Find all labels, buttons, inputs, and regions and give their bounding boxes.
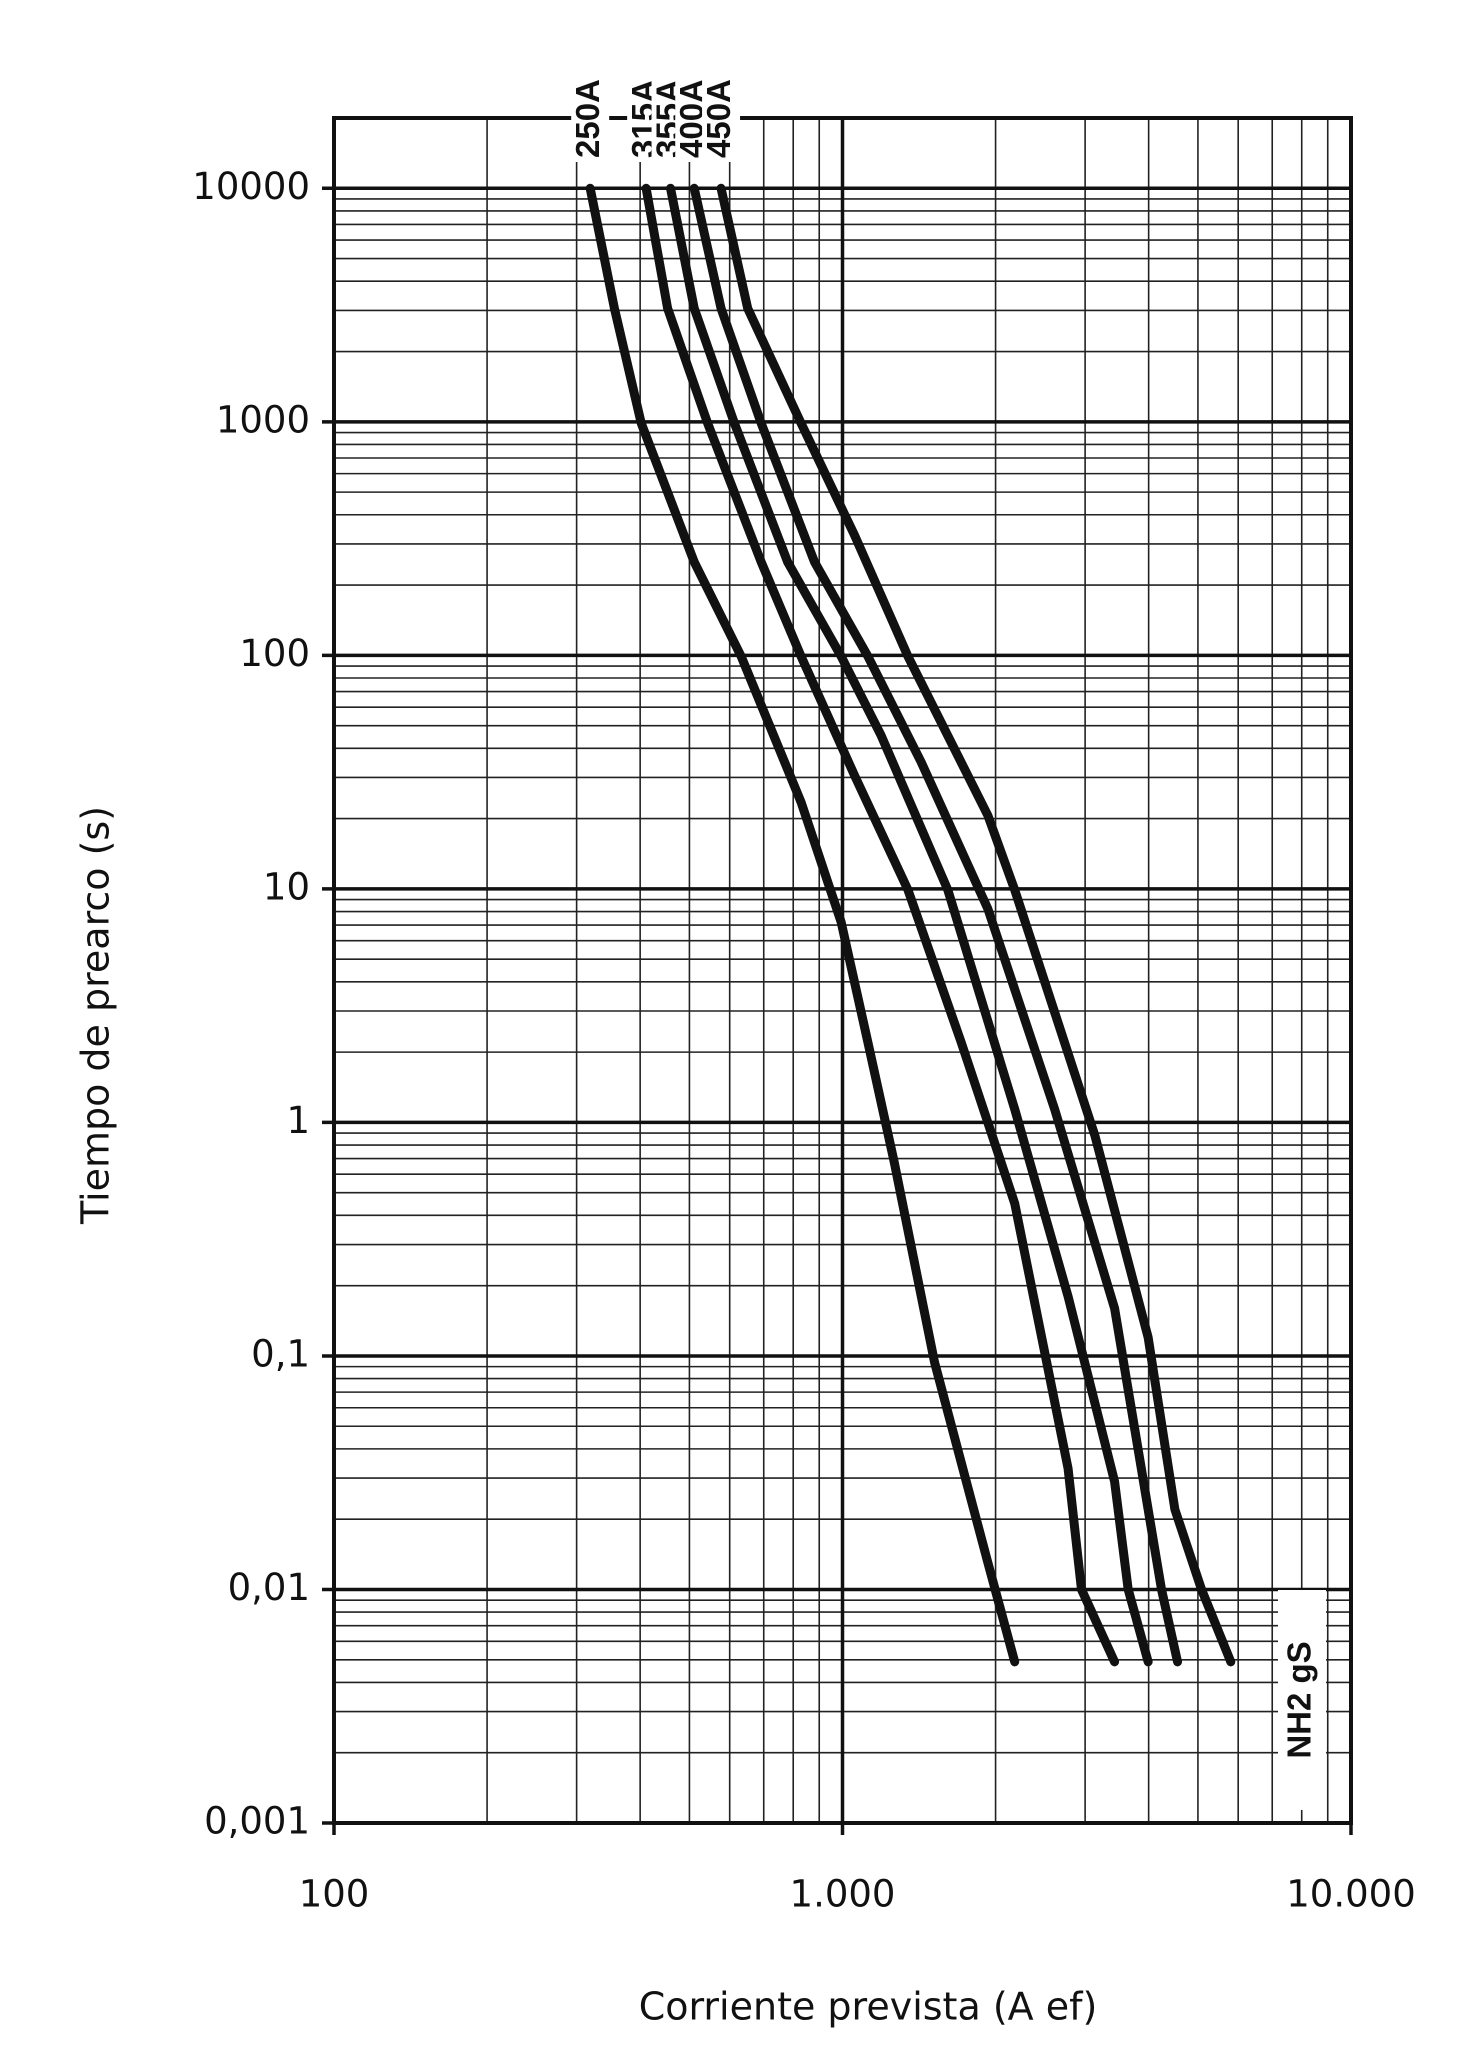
y-tick-label: 1 — [286, 1099, 310, 1142]
x-tick-label: 100 — [299, 1873, 370, 1916]
y-tick-label: 0,01 — [228, 1566, 310, 1609]
series-line — [716, 183, 1236, 1667]
series-line — [641, 183, 1120, 1667]
x-tick-label: 10.000 — [1286, 1873, 1415, 1916]
curves — [585, 183, 1236, 1667]
series-line — [666, 183, 1153, 1667]
y-tick-label: 100 — [239, 632, 310, 675]
series-label: 450A — [700, 79, 737, 158]
series-line — [689, 183, 1183, 1667]
y-tick-label: 0,1 — [251, 1332, 310, 1375]
y-tick-label: 10 — [263, 865, 310, 908]
series-label-background — [702, 52, 741, 162]
x-tick-label: 1.000 — [790, 1873, 896, 1916]
labels: 0,001 0,01 0,1 1 10 100 1000 10000 100 1.000 10.00… — [192, 52, 1416, 1916]
annotation: NH2 gS — [1281, 1641, 1318, 1758]
annotation-background — [1278, 1590, 1326, 1810]
plot-frame — [332, 116, 1353, 1825]
y-tick-label: 1000 — [216, 398, 310, 441]
series-label-background — [571, 52, 610, 162]
series-line — [585, 183, 1020, 1667]
y-tick-label: 0,001 — [204, 1800, 310, 1843]
y-tick-label: 10000 — [192, 165, 310, 208]
series-label: 250A — [569, 79, 606, 158]
y-axis-title: Tiempo de prearco (s) — [74, 806, 118, 1225]
x-axis-title: Corriente prevista (A ef) — [639, 1985, 1098, 2029]
